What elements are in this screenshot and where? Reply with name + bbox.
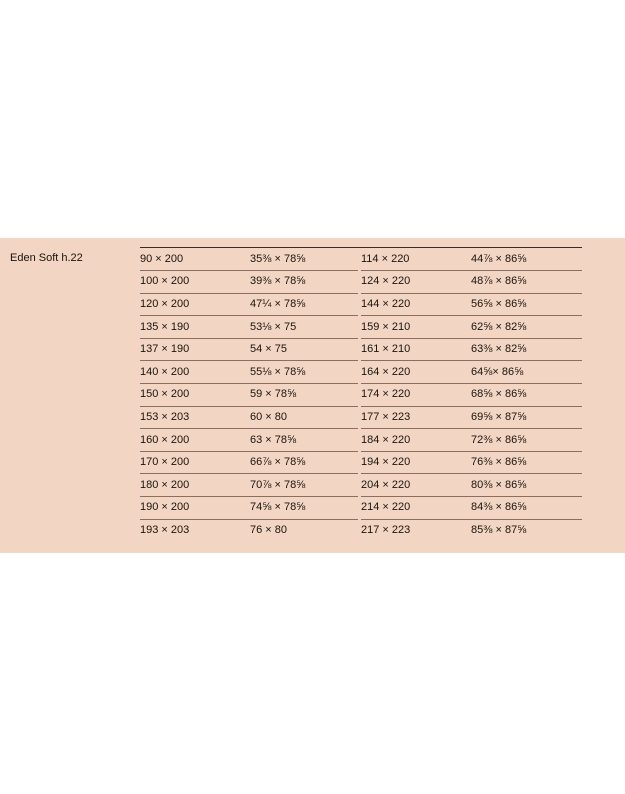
size-pair: 114 × 220 44⅞ × 86⅝ — [361, 248, 582, 272]
size-pair: 100 × 200 39⅜ × 78⅝ — [140, 270, 358, 294]
size-pair: 214 × 220 84⅜ × 86⅝ — [361, 496, 582, 520]
size-inches: 47¼ × 78⅝ — [250, 297, 306, 310]
size-cm: 214 × 220 — [361, 501, 411, 514]
size-pair: 140 × 200 55⅛ × 78⅝ — [140, 360, 358, 385]
size-inches: 39⅜ × 78⅝ — [250, 275, 306, 288]
size-pair: 160 × 200 63 × 78⅝ — [140, 428, 358, 452]
size-cm: 204 × 220 — [361, 478, 411, 491]
size-table: 90 × 200 35⅜ × 78⅝ 114 × 220 44⅞ × 86⅝ 100 ×… — [140, 247, 582, 542]
size-pair: 150 × 200 59 × 78⅝ — [140, 383, 358, 407]
table-row: 100 × 200 39⅜ × 78⅝ 124 × 220 48⅞ × 86⅝ — [140, 271, 582, 294]
size-cm: 194 × 220 — [361, 456, 411, 469]
size-inches: 54 × 75 — [250, 343, 288, 356]
size-pair: 190 × 200 74⅝ × 78⅝ — [140, 496, 358, 520]
size-inches: 66⅞ × 78⅝ — [250, 456, 306, 469]
size-cm: 177 × 223 — [361, 410, 411, 423]
size-pair: 90 × 200 35⅜ × 78⅝ — [140, 248, 358, 272]
size-inches: 70⅞ × 78⅝ — [250, 478, 306, 491]
size-inches: 63⅜ × 82⅝ — [471, 343, 527, 356]
size-pair: 164 × 220 64⅝× 86⅝ — [361, 360, 582, 385]
size-pair: 174 × 220 68⅝ × 86⅝ — [361, 383, 582, 407]
size-inches: 76 × 80 — [250, 524, 288, 537]
size-cm: 137 × 190 — [140, 343, 190, 356]
size-cm: 160 × 200 — [140, 433, 190, 446]
size-cm: 217 × 223 — [361, 524, 411, 537]
table-row: 153 × 203 60 × 80 177 × 223 69⅝ × 87⅝ — [140, 406, 582, 430]
size-cm: 164 × 220 — [361, 365, 411, 378]
size-cm: 170 × 200 — [140, 456, 190, 469]
size-cm: 114 × 220 — [361, 252, 410, 265]
size-inches: 60 × 80 — [250, 410, 288, 423]
size-cm: 135 × 190 — [140, 320, 190, 333]
size-inches: 69⅝ × 87⅝ — [471, 410, 527, 423]
table-row: 170 × 200 66⅞ × 78⅝ 194 × 220 76⅜ × 86⅝ — [140, 451, 582, 475]
table-row: 160 × 200 63 × 78⅝ 184 × 220 72⅜ × 86⅝ — [140, 429, 582, 452]
size-inches: 59 × 78⅝ — [250, 388, 297, 401]
size-inches: 56⅝ × 86⅝ — [471, 297, 527, 310]
table-row: 140 × 200 55⅛ × 78⅝ 164 × 220 64⅝× 86⅝ — [140, 360, 582, 385]
size-cm: 161 × 210 — [361, 343, 411, 356]
size-cm: 159 × 210 — [361, 320, 411, 333]
size-inches: 72⅜ × 86⅝ — [471, 433, 527, 446]
size-inches: 84⅜ × 86⅝ — [471, 501, 527, 514]
size-inches: 80⅜ × 86⅝ — [471, 478, 527, 491]
size-pair: 144 × 220 56⅝ × 86⅝ — [361, 293, 582, 317]
size-pair: 193 × 203 76 × 80 — [140, 519, 358, 542]
size-inches: 85⅜ × 87⅝ — [471, 524, 527, 537]
size-cm: 144 × 220 — [361, 297, 411, 310]
size-cm: 120 × 200 — [140, 297, 190, 310]
size-cm: 150 × 200 — [140, 388, 190, 401]
size-pair: 159 × 210 62⅝ × 82⅝ — [361, 315, 582, 339]
size-cm: 124 × 220 — [361, 275, 411, 288]
size-cm: 174 × 220 — [361, 388, 411, 401]
size-pair: 137 × 190 54 × 75 — [140, 338, 358, 362]
size-cm: 90 × 200 — [140, 252, 184, 265]
size-pair: 120 × 200 47¼ × 78⅝ — [140, 293, 358, 317]
table-row: 90 × 200 35⅜ × 78⅝ 114 × 220 44⅞ × 86⅝ — [140, 248, 582, 272]
size-pair: 217 × 223 85⅜ × 87⅝ — [361, 519, 582, 542]
size-pair: 135 × 190 53⅛ × 75 — [140, 315, 358, 339]
size-pair: 170 × 200 66⅞ × 78⅝ — [140, 451, 358, 475]
size-cm: 184 × 220 — [361, 433, 411, 446]
size-table-section: Eden Soft h.22 90 × 200 35⅜ × 78⅝ 114 × 22… — [0, 238, 625, 553]
size-inches: 48⅞ × 86⅝ — [471, 275, 527, 288]
table-row: 135 × 190 53⅛ × 75 159 × 210 62⅝ × 82⅝ — [140, 316, 582, 339]
size-inches: 44⅞ × 86⅝ — [471, 252, 527, 265]
size-inches: 64⅝× 86⅝ — [471, 365, 524, 378]
table-row: 137 × 190 54 × 75 161 × 210 63⅜ × 82⅝ — [140, 338, 582, 362]
table-row: 120 × 200 47¼ × 78⅝ 144 × 220 56⅝ × 86⅝ — [140, 293, 582, 317]
size-pair: 194 × 220 76⅜ × 86⅝ — [361, 451, 582, 475]
size-cm: 190 × 200 — [140, 501, 190, 514]
size-inches: 74⅝ × 78⅝ — [250, 501, 306, 514]
size-inches: 76⅜ × 86⅝ — [471, 456, 527, 469]
size-cm: 193 × 203 — [140, 524, 190, 537]
size-cm: 153 × 203 — [140, 410, 190, 423]
size-pair: 161 × 210 63⅜ × 82⅝ — [361, 338, 582, 362]
size-inches: 55⅛ × 78⅝ — [250, 365, 306, 378]
product-label: Eden Soft h.22 — [10, 252, 83, 264]
table-row: 150 × 200 59 × 78⅝ 174 × 220 68⅝ × 86⅝ — [140, 384, 582, 407]
size-cm: 100 × 200 — [140, 275, 190, 288]
size-pair: 153 × 203 60 × 80 — [140, 406, 358, 430]
size-pair: 124 × 220 48⅞ × 86⅝ — [361, 270, 582, 294]
table-row: 190 × 200 74⅝ × 78⅝ 214 × 220 84⅜ × 86⅝ — [140, 497, 582, 520]
size-inches: 63 × 78⅝ — [250, 433, 297, 446]
size-inches: 53⅛ × 75 — [250, 320, 297, 333]
table-row: 193 × 203 76 × 80 217 × 223 85⅜ × 87⅝ — [140, 519, 582, 542]
size-cm: 180 × 200 — [140, 478, 190, 491]
table-row: 180 × 200 70⅞ × 78⅝ 204 × 220 80⅜ × 86⅝ — [140, 473, 582, 498]
size-cm: 140 × 200 — [140, 365, 190, 378]
size-inches: 68⅝ × 86⅝ — [471, 388, 527, 401]
size-pair: 204 × 220 80⅜ × 86⅝ — [361, 473, 582, 498]
size-pair: 177 × 223 69⅝ × 87⅝ — [361, 406, 582, 430]
size-pair: 184 × 220 72⅜ × 86⅝ — [361, 428, 582, 452]
size-pair: 180 × 200 70⅞ × 78⅝ — [140, 473, 358, 498]
size-inches: 35⅜ × 78⅝ — [250, 252, 306, 265]
size-inches: 62⅝ × 82⅝ — [471, 320, 527, 333]
